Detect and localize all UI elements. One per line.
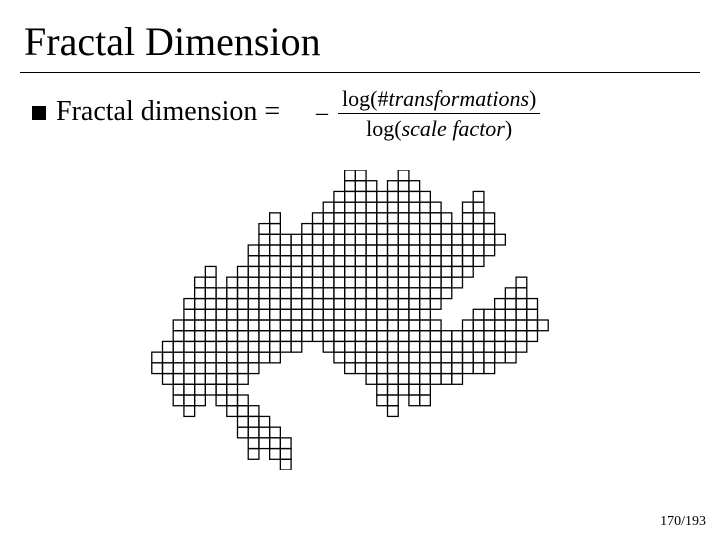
- den-close: ): [505, 116, 512, 141]
- den-func: log: [366, 116, 394, 141]
- formula-fraction: log(#transformations) log(scale factor): [338, 86, 540, 142]
- bullet-text: Fractal dimension =: [56, 96, 280, 128]
- title-underline: [20, 72, 700, 73]
- num-hash: #: [377, 86, 388, 111]
- page-current: 170: [660, 514, 681, 529]
- fractal-figure: [140, 170, 560, 470]
- den-open: (: [394, 116, 401, 141]
- formula-numerator: log(#transformations): [338, 86, 540, 114]
- slide-title: Fractal Dimension: [24, 18, 321, 65]
- den-arg: scale factor: [402, 116, 505, 141]
- bullet-row: Fractal dimension =: [32, 96, 280, 128]
- formula-denominator: log(scale factor): [362, 114, 516, 141]
- num-arg: transformations: [388, 86, 529, 111]
- bullet-icon: [32, 106, 46, 120]
- num-close: ): [529, 86, 536, 111]
- page-total: 193: [685, 514, 706, 529]
- page-number: 170/193: [660, 514, 706, 530]
- num-func: log: [342, 86, 370, 111]
- formula-minus: –: [316, 100, 330, 127]
- formula: – log(#transformations) log(scale factor…: [316, 86, 540, 142]
- fractal-svg: [140, 170, 560, 470]
- slide: Fractal Dimension Fractal dimension = – …: [0, 0, 720, 540]
